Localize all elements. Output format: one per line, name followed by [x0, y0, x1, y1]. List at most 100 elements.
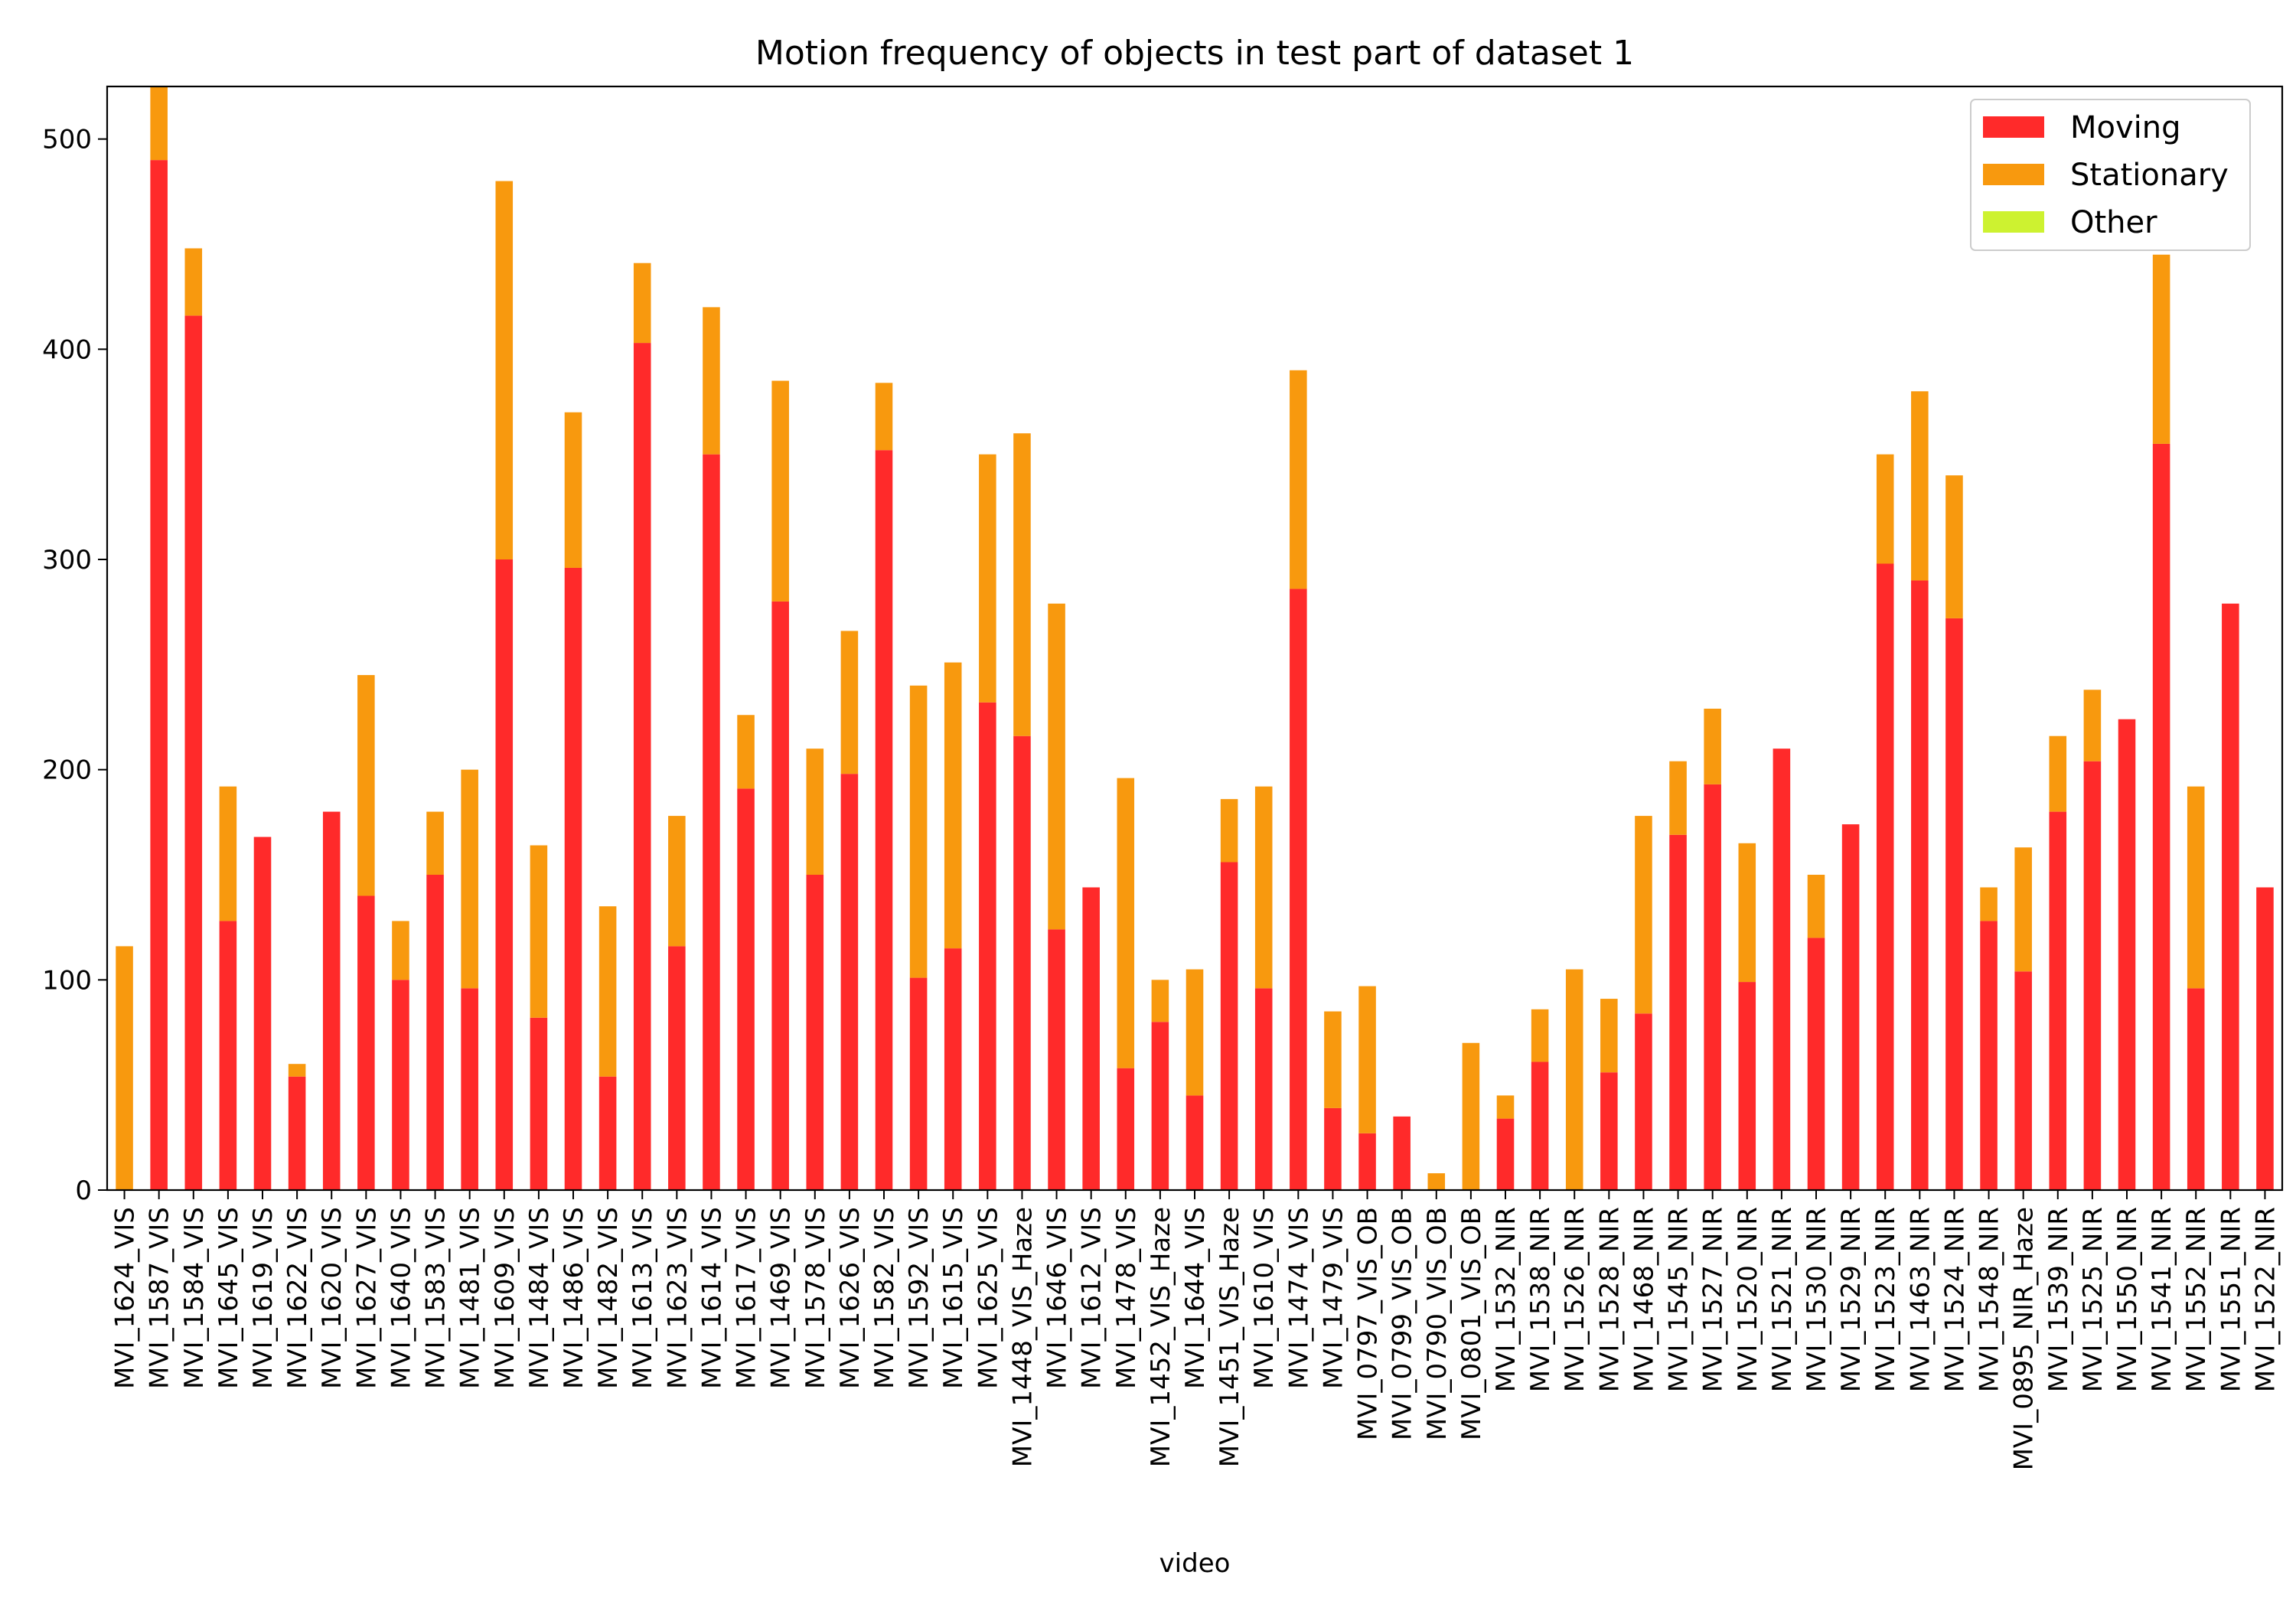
bar-moving-13 — [564, 567, 582, 1190]
bar-stationary-27 — [1048, 603, 1065, 930]
bar-moving-57 — [2083, 761, 2102, 1190]
bar-moving-28 — [1082, 887, 1100, 1190]
x-tick-label: MVI_1526_NIR — [1560, 1207, 1590, 1392]
x-tick-label: MVI_1463_NIR — [1905, 1207, 1936, 1392]
x-tick-label: MVI_0797_VIS_OB — [1353, 1207, 1384, 1440]
bar-moving-27 — [1048, 929, 1065, 1190]
x-tick-label: MVI_0790_VIS_OB — [1422, 1207, 1453, 1440]
bar-moving-17 — [703, 454, 720, 1190]
bar-moving-1 — [150, 160, 168, 1190]
bar-moving-12 — [530, 1017, 548, 1190]
bar-moving-18 — [737, 788, 755, 1190]
y-tick-label: 100 — [42, 965, 92, 996]
x-tick-label: MVI_1486_VIS — [559, 1207, 589, 1389]
x-tick-label: MVI_1646_VIS — [1042, 1207, 1073, 1389]
bar-stationary-41 — [1531, 1009, 1549, 1062]
x-tick-label: MVI_1578_VIS — [801, 1207, 831, 1389]
x-tick-label: MVI_1452_VIS_Haze — [1146, 1207, 1176, 1467]
bar-moving-49 — [1807, 938, 1825, 1190]
x-tick-label: MVI_1548_NIR — [1975, 1207, 2005, 1392]
bar-stationary-43 — [1600, 999, 1618, 1073]
bar-moving-2 — [184, 315, 203, 1190]
legend-label-other: Other — [2070, 205, 2157, 240]
bar-moving-9 — [426, 875, 444, 1190]
bar-stationary-21 — [840, 631, 859, 775]
bar-stationary-12 — [530, 845, 548, 1018]
bar-stationary-32 — [1220, 799, 1238, 863]
bar-moving-41 — [1531, 1061, 1549, 1190]
bar-stationary-57 — [2083, 690, 2102, 761]
bar-moving-24 — [944, 948, 962, 1190]
x-tick-label: MVI_0801_VIS_OB — [1456, 1207, 1487, 1440]
x-tick-label: MVI_1550_NIR — [2112, 1207, 2143, 1392]
bars-layer — [116, 86, 2274, 1190]
bar-moving-29 — [1117, 1068, 1135, 1190]
bar-stationary-34 — [1290, 370, 1307, 589]
x-tick-label: MVI_1521_NIR — [1767, 1207, 1798, 1392]
bar-moving-23 — [909, 977, 928, 1190]
x-tick-label: MVI_1587_VIS — [145, 1207, 175, 1389]
bar-stationary-23 — [909, 685, 928, 978]
bar-stationary-49 — [1807, 875, 1825, 938]
x-tick-label: MVI_1532_NIR — [1491, 1207, 1521, 1392]
bar-stationary-24 — [944, 662, 962, 949]
bar-stationary-29 — [1117, 778, 1135, 1068]
x-tick-label: MVI_1524_NIR — [1939, 1207, 1970, 1392]
x-tick-label: MVI_1613_VIS — [628, 1207, 658, 1389]
bar-stationary-51 — [1876, 454, 1894, 564]
bar-moving-51 — [1876, 563, 1894, 1190]
x-axis-label: video — [1159, 1548, 1231, 1579]
bar-stationary-11 — [495, 181, 514, 559]
x-tick-label: MVI_0895_NIR_Haze — [2009, 1207, 2040, 1470]
bar-moving-58 — [2118, 719, 2136, 1190]
bar-stationary-8 — [392, 921, 409, 980]
x-tick-label: MVI_1529_NIR — [1836, 1207, 1867, 1392]
chart-title: Motion frequency of objects in test part… — [755, 34, 1634, 73]
bar-stationary-36 — [1358, 986, 1376, 1133]
bar-stationary-55 — [2014, 847, 2032, 972]
x-tick-label: MVI_1468_NIR — [1629, 1207, 1659, 1392]
bar-stationary-42 — [1565, 969, 1583, 1190]
x-tick-label: MVI_1609_VIS — [490, 1207, 520, 1389]
bar-moving-26 — [1013, 735, 1031, 1190]
bar-stationary-22 — [875, 383, 893, 451]
x-tick-label: MVI_1474_VIS — [1283, 1207, 1314, 1389]
bar-moving-16 — [668, 946, 686, 1190]
bar-moving-46 — [1704, 784, 1721, 1190]
y-tick-label: 400 — [42, 334, 92, 365]
bar-stationary-9 — [426, 811, 444, 875]
x-tick-label: MVI_1520_NIR — [1733, 1207, 1763, 1392]
bar-moving-14 — [598, 1076, 617, 1190]
bar-moving-8 — [392, 980, 409, 1190]
bar-stationary-15 — [633, 263, 651, 344]
bar-moving-55 — [2014, 971, 2032, 1190]
bar-moving-50 — [1841, 824, 1860, 1190]
x-tick-label: MVI_1619_VIS — [248, 1207, 279, 1389]
bar-stationary-18 — [737, 715, 755, 789]
x-tick-label: MVI_1582_VIS — [869, 1207, 900, 1389]
x-tick-label: MVI_1645_VIS — [214, 1207, 244, 1389]
bar-stationary-13 — [564, 412, 582, 568]
bar-moving-34 — [1290, 589, 1307, 1190]
bar-stationary-10 — [461, 769, 478, 989]
x-tick-label: MVI_0799_VIS_OB — [1388, 1207, 1418, 1440]
bar-stationary-59 — [2152, 254, 2170, 444]
bar-stationary-0 — [116, 946, 133, 1190]
x-tick-label: MVI_1627_VIS — [351, 1207, 382, 1389]
bar-stationary-26 — [1013, 433, 1031, 736]
bar-moving-15 — [633, 343, 651, 1190]
bar-moving-44 — [1635, 1013, 1652, 1190]
legend: Moving Stationary Other — [1970, 99, 2251, 251]
x-tick-label: MVI_1640_VIS — [386, 1207, 416, 1389]
bar-stationary-25 — [979, 454, 996, 703]
bar-moving-37 — [1393, 1116, 1411, 1190]
bar-stationary-17 — [703, 307, 720, 455]
bar-moving-62 — [2256, 887, 2274, 1190]
x-tick-label: MVI_1478_VIS — [1111, 1207, 1142, 1389]
bar-stationary-31 — [1186, 969, 1204, 1096]
x-tick-label: MVI_1541_NIR — [2147, 1207, 2177, 1392]
bar-stationary-46 — [1704, 709, 1721, 784]
x-tick-label: MVI_1622_VIS — [282, 1207, 313, 1389]
